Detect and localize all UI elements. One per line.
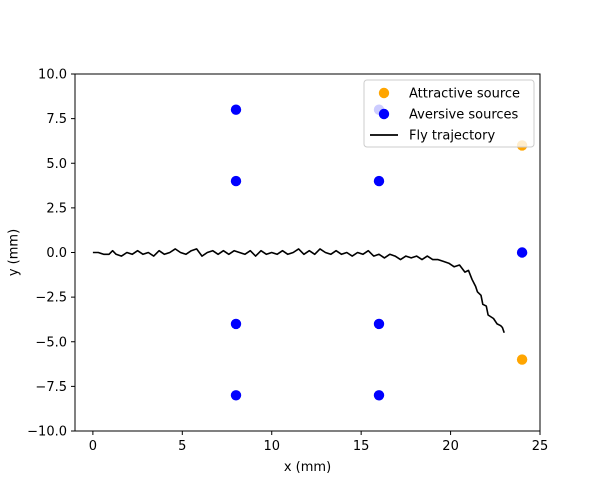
legend: Attractive source Aversive sources Fly tra… xyxy=(363,79,535,148)
plot-area xyxy=(92,104,528,401)
x-tick-label: 5 xyxy=(178,439,186,454)
y-tick-label: 5.0 xyxy=(46,157,67,172)
aversive-source-point xyxy=(230,175,242,187)
y-tick-label: 10.0 xyxy=(38,68,67,83)
legend-entry-label: Aversive sources xyxy=(409,108,519,123)
y-tick-label: −5.0 xyxy=(35,335,67,350)
legend-entry-label: Fly trajectory xyxy=(409,129,495,144)
x-tick-label: 20 xyxy=(442,439,459,454)
aversive-source-point xyxy=(373,318,385,330)
y-tick-label: 7.5 xyxy=(46,112,67,127)
x-axis-label: x (mm) xyxy=(284,460,331,475)
legend-marker-swatch xyxy=(378,108,390,120)
y-tick-label: −7.5 xyxy=(35,380,67,395)
y-tick-label: 2.5 xyxy=(46,201,67,216)
attractive-source-point xyxy=(516,354,528,365)
y-tick-label: −2.5 xyxy=(35,291,67,306)
x-tick-label: 0 xyxy=(89,439,97,454)
x-tick-label: 15 xyxy=(353,439,370,454)
x-tick-label: 25 xyxy=(532,439,549,454)
trajectory-line xyxy=(92,248,505,334)
axis-ticks: 0 5 10 15 20 25 −10.0 −7.5 −5.0 −2.5 0.0 2.5 5.0 7.5 1… xyxy=(27,68,548,455)
aversive-source-point xyxy=(373,175,385,187)
y-tick-label: −10.0 xyxy=(27,425,67,440)
y-axis-label: y (mm) xyxy=(7,229,22,276)
y-tick-label: 0.0 xyxy=(46,246,67,261)
aversive-source-point xyxy=(230,318,242,330)
legend-box xyxy=(363,79,535,148)
aversive-source-point xyxy=(230,104,242,115)
legend-entry-label: Attractive source xyxy=(409,87,520,102)
x-tick-label: 10 xyxy=(263,439,280,454)
aversive-source-point xyxy=(373,390,385,401)
aversive-source-point xyxy=(516,247,528,258)
legend-marker-swatch xyxy=(378,87,390,99)
aversive-source-point xyxy=(230,390,242,401)
